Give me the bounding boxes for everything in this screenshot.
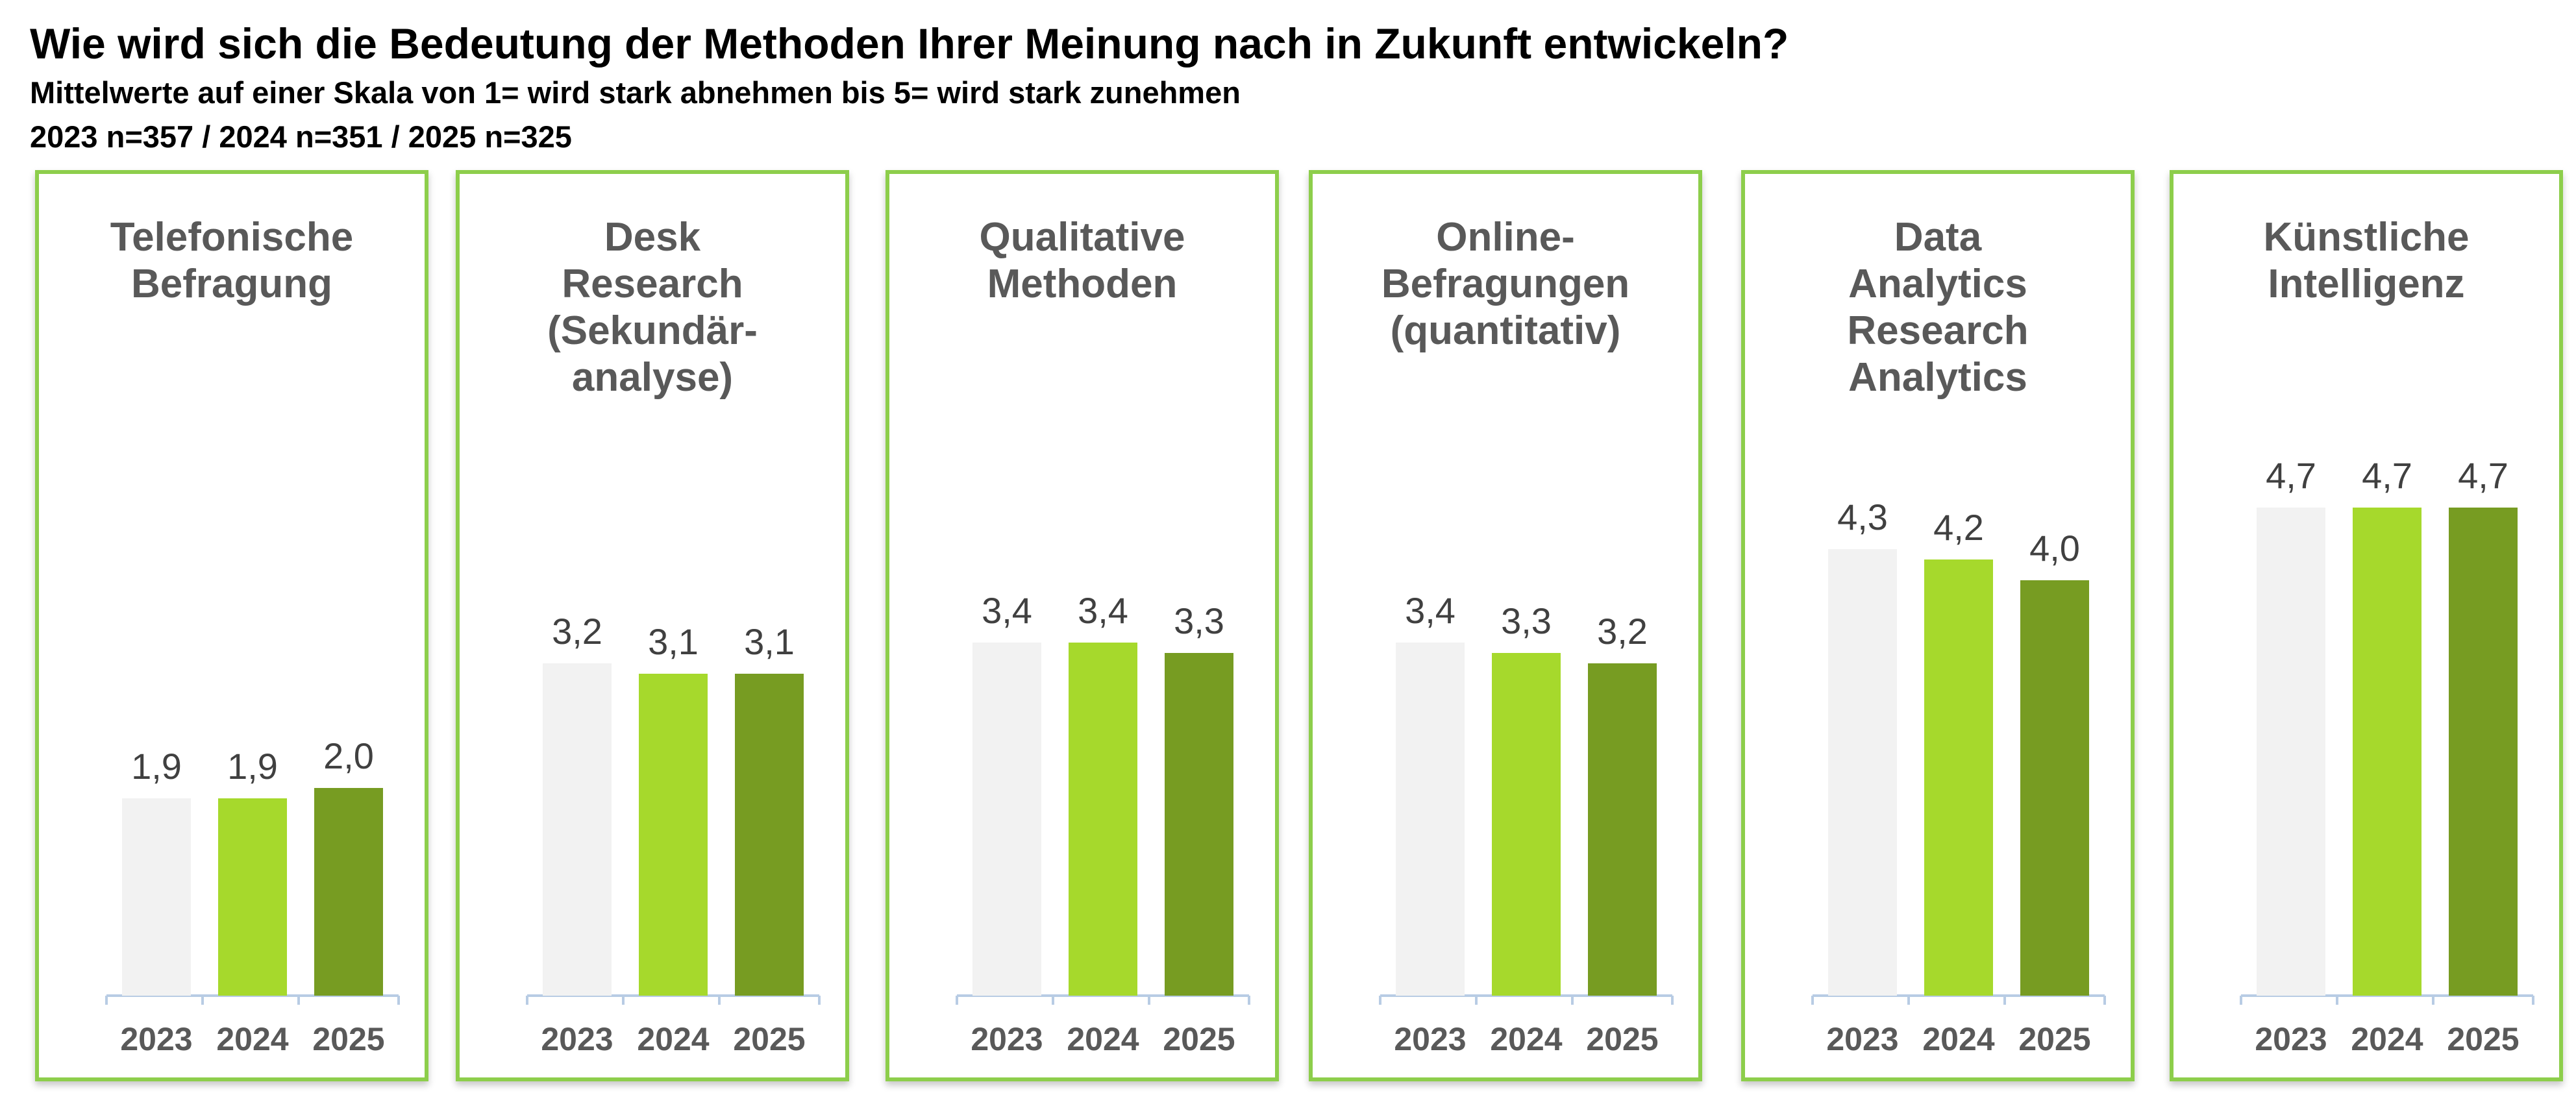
data-label: 3,4: [1405, 590, 1455, 631]
data-label: 2,0: [323, 735, 374, 776]
data-label: 3,4: [1078, 590, 1128, 631]
bar-2025: [314, 788, 383, 996]
panel-title: Telefonische Befragung: [110, 215, 354, 306]
panel-desk-research: Desk Research (Sekundär- analyse) 3,2 202…: [456, 170, 849, 1081]
panel-telefonische-befragung: Telefonische Befragung 1,9 2023 1,9 2024 2,0…: [35, 170, 428, 1081]
bar-2025: [2020, 580, 2089, 996]
bar-2024: [1492, 653, 1561, 996]
data-label: 1,9: [227, 746, 278, 787]
bar-2024: [639, 674, 708, 996]
panel-title: Künstliche Intelligenz: [2263, 215, 2470, 306]
data-label: 3,2: [1597, 611, 1648, 652]
panel-title: Online- Befragungen (quantitativ): [1381, 215, 1630, 353]
bar-2024: [1924, 559, 1993, 996]
data-label: 4,3: [1837, 497, 1888, 537]
category-label: 2024: [1067, 1021, 1139, 1057]
data-label: 3,1: [744, 621, 795, 662]
bar-2023: [1396, 643, 1465, 996]
data-label: 3,1: [648, 621, 699, 662]
bar-2023: [972, 643, 1041, 996]
sample-size-note: 2023 n=357 / 2024 n=351 / 2025 n=325: [30, 119, 572, 154]
bar-2023: [1828, 549, 1897, 996]
category-label: 2025: [2447, 1021, 2519, 1057]
data-label: 4,7: [2458, 455, 2508, 496]
panel-qualitative-methoden: Qualitative Methoden 3,4 2023 3,4 2024 3,3 20…: [886, 170, 1279, 1081]
panel-title: Data Analytics Research Analytics: [1847, 215, 2029, 400]
data-label: 4,2: [1933, 507, 1984, 548]
category-label: 2025: [1163, 1021, 1235, 1057]
data-label: 4,0: [2029, 528, 2080, 569]
chart-title: Wie wird sich die Bedeutung der Methoden…: [30, 19, 1789, 68]
panel-online-befragungen: Online- Befragungen (quantitativ) 3,4 202…: [1309, 170, 1702, 1081]
bar-chart: 1,9 2023 1,9 2024 2,0 2025: [105, 735, 400, 1057]
category-label: 2023: [2255, 1021, 2327, 1057]
category-label: 2025: [733, 1021, 805, 1057]
category-label: 2024: [637, 1021, 709, 1057]
category-label: 2025: [1586, 1021, 1658, 1057]
bar-chart: 4,7 2023 4,7 2024 4,7 2025: [2240, 455, 2534, 1057]
bar-2025: [2449, 508, 2518, 996]
bar-2024: [2353, 508, 2421, 996]
bar-2025: [735, 674, 804, 996]
category-label: 2023: [1826, 1021, 1898, 1057]
bar-2025: [1165, 653, 1233, 996]
bar-chart: 3,2 2023 3,1 2024 3,1 2025: [526, 611, 821, 1057]
data-label: 4,7: [2362, 455, 2412, 496]
bar-chart: 3,4 2023 3,4 2024 3,3 2025: [956, 590, 1250, 1057]
bar-2024: [1069, 643, 1137, 996]
category-label: 2023: [1394, 1021, 1466, 1057]
panel-title: Qualitative Methoden: [979, 215, 1185, 306]
bar-chart: 3,4 2023 3,3 2024 3,2 2025: [1379, 590, 1674, 1057]
category-label: 2023: [120, 1021, 192, 1057]
category-label: 2024: [2351, 1021, 2423, 1057]
category-label: 2024: [1490, 1021, 1562, 1057]
data-label: 1,9: [131, 746, 182, 787]
bar-2023: [122, 798, 191, 996]
panel-data-analytics: Data Analytics Research Analytics 4,3 202…: [1741, 170, 2135, 1081]
category-label: 2024: [216, 1021, 288, 1057]
category-label: 2023: [541, 1021, 613, 1057]
category-label: 2025: [312, 1021, 384, 1057]
bar-2023: [2257, 508, 2325, 996]
panel-kuenstliche-intelligenz: Künstliche Intelligenz 4,7 2023 4,7 2024 4,7…: [2170, 170, 2563, 1081]
data-label: 3,3: [1501, 600, 1552, 641]
category-label: 2025: [2018, 1021, 2090, 1057]
chart-subtitle: Mittelwerte auf einer Skala von 1= wird …: [30, 75, 1241, 110]
bar-2023: [543, 663, 612, 996]
bar-chart: 4,3 2023 4,2 2024 4,0 2025: [1811, 497, 2106, 1057]
category-label: 2023: [971, 1021, 1043, 1057]
panel-title: Desk Research (Sekundär- analyse): [547, 215, 758, 400]
data-label: 3,3: [1174, 600, 1224, 641]
bar-2024: [218, 798, 287, 996]
data-label: 3,2: [552, 611, 602, 652]
data-label: 3,4: [982, 590, 1032, 631]
data-label: 4,7: [2266, 455, 2316, 496]
category-label: 2024: [1922, 1021, 1994, 1057]
bar-2025: [1588, 663, 1657, 996]
